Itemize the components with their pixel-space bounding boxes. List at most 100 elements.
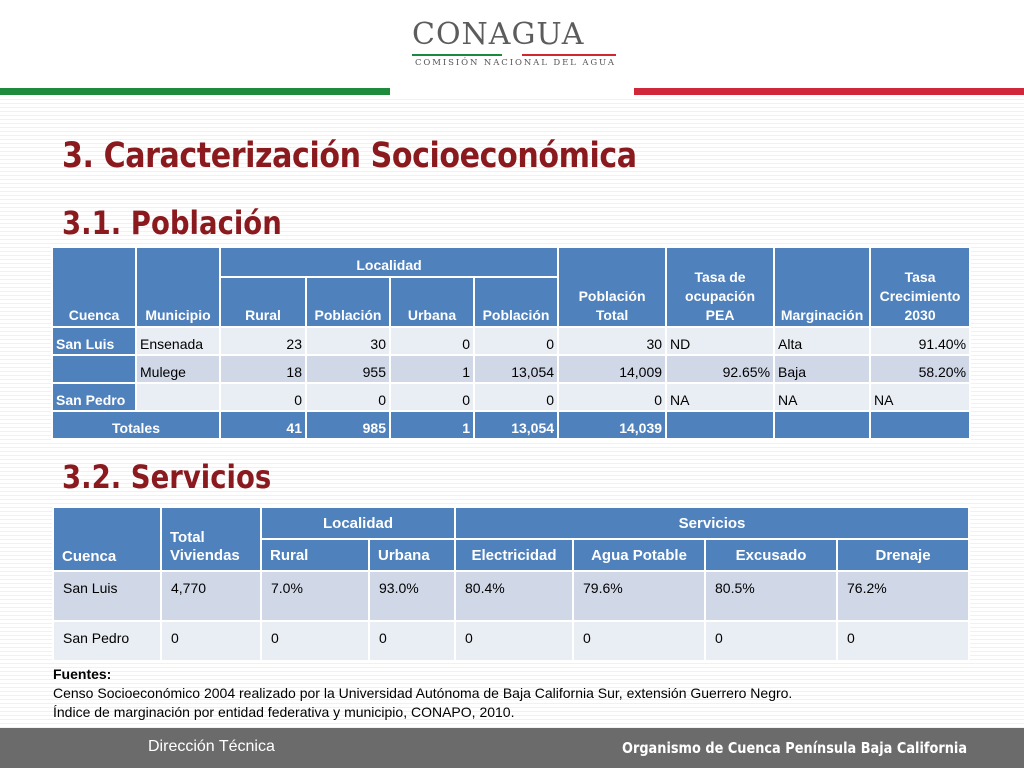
cell-poblacion-total: 30 xyxy=(557,326,668,356)
cell-poblacion-total: 0 xyxy=(557,382,668,412)
cell-excusado: 80.5% xyxy=(704,570,839,622)
header-cuenca: Cuenca xyxy=(52,506,162,572)
header-electricidad: Electricidad xyxy=(454,538,575,572)
totals-label: Totales xyxy=(51,410,221,440)
cell-cuenca: San Luis xyxy=(52,570,162,622)
cell-urbana: 0 xyxy=(367,620,457,662)
footer: Dirección Técnica Organismo de Cuenca Pe… xyxy=(0,728,1024,768)
cell-tasa-crecimiento: 91.40% xyxy=(869,326,972,356)
table-row: San Luis Ensenada 23 30 0 0 30 ND Alta 9… xyxy=(51,326,972,356)
logo-red-line xyxy=(522,54,616,56)
logo-subtitle: COMISIÓN NACIONAL DEL AGUA xyxy=(415,58,616,68)
cell-tasa-ocupacion: ND xyxy=(665,326,776,356)
cell-agua-potable: 0 xyxy=(572,620,707,662)
cell-rural: 0 xyxy=(219,382,307,412)
cell-cuenca: San Pedro xyxy=(52,620,162,662)
cell-electricidad: 0 xyxy=(454,620,575,662)
cell-municipio: Mulege xyxy=(135,354,221,384)
header-cuenca: Cuenca xyxy=(51,246,137,328)
cell-tasa-ocupacion: NA xyxy=(665,382,776,412)
header-servicios: Servicios xyxy=(454,506,971,540)
header-poblacion-urbana: Población xyxy=(472,276,560,328)
green-stripe xyxy=(0,88,390,95)
header-tasa-crecimiento: Tasa Crecimiento 2030 xyxy=(869,246,972,328)
section-title-poblacion: 3.1. Población xyxy=(62,204,282,242)
logo-name: CONAGUA xyxy=(412,17,585,52)
header-urbana: Urbana xyxy=(367,538,457,572)
cell-agua-potable: 79.6% xyxy=(572,570,707,622)
table-row: Mulege 18 955 1 13,054 14,009 92.65% Baj… xyxy=(51,354,972,384)
header-localidad: Localidad xyxy=(259,506,457,540)
source-line: Censo Socioeconómico 2004 realizado por … xyxy=(53,685,793,701)
servicios-table: Cuenca Total Viviendas Localidad Servici… xyxy=(52,506,971,662)
logo-green-line xyxy=(412,54,502,56)
cell-poblacion-urbana: 0 xyxy=(472,326,560,356)
cell-rural: 7.0% xyxy=(260,570,370,622)
cell-urbana: 93.0% xyxy=(367,570,457,622)
header-urbana: Urbana xyxy=(389,276,475,328)
cell-tasa-crecimiento: NA xyxy=(869,382,972,412)
header-marginacion: Marginación xyxy=(773,246,872,328)
header-agua-potable: Agua Potable xyxy=(572,538,707,572)
header-tasa-ocupacion: Tasa de ocupación PEA xyxy=(665,246,776,328)
cell-rural: 0 xyxy=(260,620,370,662)
source-line: Índice de marginación por entidad federa… xyxy=(53,704,515,720)
header-excusado: Excusado xyxy=(704,538,839,572)
total-poblacion-rural: 985 xyxy=(305,410,391,440)
header-poblacion-total: Población Total xyxy=(557,246,668,328)
table-row: San Luis 4,770 7.0% 93.0% 80.4% 79.6% 80… xyxy=(52,570,971,622)
sources: Fuentes: Censo Socioeconómico 2004 reali… xyxy=(53,665,792,722)
header-municipio: Municipio xyxy=(135,246,221,328)
header-drenaje: Drenaje xyxy=(836,538,971,572)
cell-electricidad: 80.4% xyxy=(454,570,575,622)
total-empty-cell xyxy=(773,410,872,440)
page-title: 3. Caracterización Socioeconómica xyxy=(62,136,637,176)
cell-drenaje: 0 xyxy=(836,620,971,662)
table-row: San Pedro 0 0 0 0 0 NA NA NA xyxy=(51,382,972,412)
cell-marginacion: NA xyxy=(773,382,872,412)
totals-row: Totales 41 985 1 13,054 14,039 xyxy=(51,410,972,440)
header-rural: Rural xyxy=(260,538,370,572)
table-row: San Pedro 0 0 0 0 0 0 0 xyxy=(52,620,971,662)
cell-total-viviendas: 0 xyxy=(160,620,262,662)
total-urbana: 1 xyxy=(389,410,475,440)
cell-poblacion-urbana: 13,054 xyxy=(472,354,560,384)
cell-poblacion-rural: 30 xyxy=(305,326,391,356)
conagua-logo: CONAGUA COMISIÓN NACIONAL DEL AGUA xyxy=(412,18,616,72)
cell-urbana: 1 xyxy=(389,354,475,384)
cell-cuenca: San Luis xyxy=(51,326,137,356)
cell-poblacion-rural: 955 xyxy=(305,354,391,384)
cell-cuenca: San Pedro xyxy=(51,382,137,412)
total-empty-cell xyxy=(665,410,776,440)
total-poblacion-urbana: 13,054 xyxy=(472,410,560,440)
header-poblacion-rural: Población xyxy=(305,276,391,328)
header: CONAGUA COMISIÓN NACIONAL DEL AGUA xyxy=(0,0,1024,96)
footer-organismo: Organismo de Cuenca Península Baja Calif… xyxy=(622,739,968,757)
cell-urbana: 0 xyxy=(389,326,475,356)
header-total-viviendas: Total Viviendas xyxy=(160,506,262,572)
total-poblacion-total: 14,039 xyxy=(557,410,668,440)
cell-marginacion: Alta xyxy=(773,326,872,356)
cell-tasa-ocupacion: 92.65% xyxy=(665,354,776,384)
header-localidad: Localidad xyxy=(218,246,560,278)
total-rural: 41 xyxy=(219,410,307,440)
sources-label: Fuentes: xyxy=(53,666,112,682)
red-stripe xyxy=(634,88,1024,95)
cell-excusado: 0 xyxy=(704,620,839,662)
cell-tasa-crecimiento: 58.20% xyxy=(869,354,972,384)
header-rural: Rural xyxy=(219,276,307,328)
poblacion-table: Cuenca Municipio Localidad Población Tot… xyxy=(51,246,972,440)
cell-municipio: Ensenada xyxy=(135,326,221,356)
cell-poblacion-rural: 0 xyxy=(305,382,391,412)
cell-poblacion-total: 14,009 xyxy=(557,354,668,384)
cell-poblacion-urbana: 0 xyxy=(472,382,560,412)
cell-rural: 18 xyxy=(219,354,307,384)
cell-drenaje: 76.2% xyxy=(836,570,971,622)
footer-direccion: Dirección Técnica xyxy=(148,738,275,755)
cell-cuenca xyxy=(51,354,137,384)
cell-total-viviendas: 4,770 xyxy=(160,570,262,622)
cell-municipio xyxy=(135,382,221,412)
cell-urbana: 0 xyxy=(389,382,475,412)
section-title-servicios: 3.2. Servicios xyxy=(62,458,272,496)
total-empty-cell xyxy=(869,410,972,440)
